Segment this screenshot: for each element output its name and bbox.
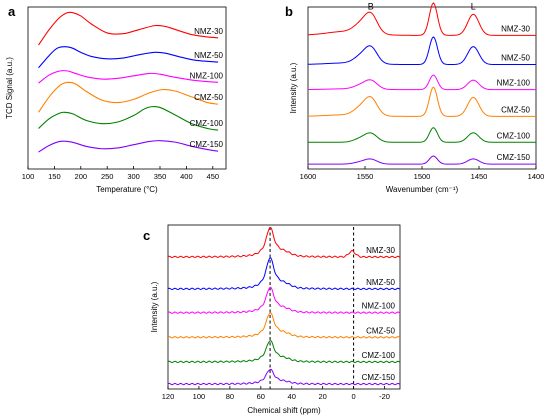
panel-c-xtick-label: 100: [193, 392, 206, 401]
panel-a-series: [38, 11, 219, 153]
panel-c-frame: [167, 224, 401, 390]
panel-b-label-cmz-100: CMZ-100: [497, 131, 531, 140]
panel-b-series: [307, 2, 536, 165]
panel-c-xtick-label: 120: [162, 392, 175, 401]
panel-c-xtick-label: 60: [257, 392, 265, 401]
panel-c-xtick-label: 0: [352, 392, 356, 401]
panel-c-line-nmz-30: [167, 226, 401, 259]
panel-a: a TCD Signal (a.u.) Temperature (°C) 100…: [5, 4, 227, 194]
panel-a-line-cmz-100: [38, 105, 219, 131]
panel-c-xticks: 120 100 80 60 40 20 0 -20: [162, 386, 390, 401]
panel-a-xtick-label: 250: [101, 172, 114, 181]
panel-a-xtick-label: 200: [75, 172, 88, 181]
panel-b-label-nmz-100: NMZ-100: [497, 79, 531, 88]
panel-b-xtick-label: 1550: [357, 172, 374, 181]
panel-a-xticks: 100 150 200 250 300 350 400 450: [22, 166, 219, 181]
panel-a-label-cmz-150: CMZ-150: [190, 140, 224, 149]
panel-a-xtick-label: 150: [48, 172, 61, 181]
panel-b-label-nmz-30: NMZ-30: [501, 24, 530, 33]
panel-c-xtick-label: 80: [226, 392, 234, 401]
panel-c-label-cmz-100: CMZ-100: [362, 351, 396, 360]
panel-a-xtick-label: 100: [22, 172, 35, 181]
panel-b-xtick-label: 1500: [414, 172, 431, 181]
panel-a-series-labels: NMZ-30 NMZ-50 NMZ-100 CMZ-50 CMZ-100 CMZ-150: [190, 27, 224, 149]
panel-b: b Intensity (a.u.) Wavenumber (cm⁻¹) 160…: [285, 1, 545, 194]
panel-c-label-nmz-30: NMZ-30: [366, 246, 395, 255]
panel-b-xticks: 1600 1550 1500 1450 1400: [300, 166, 545, 181]
panel-c-ylabel: Intensity (a.u.): [150, 281, 159, 332]
panel-b-line-cmz-100: [308, 127, 536, 143]
panel-b-line-nmz-30: [307, 2, 536, 36]
panel-c-xtick-label: 40: [288, 392, 296, 401]
panel-c-series-labels: NMZ-30 NMZ-50 NMZ-100 CMZ-50 CMZ-100 CMZ-150: [362, 246, 396, 382]
panel-b-line-nmz-100: [307, 74, 536, 91]
panel-c-line-cmz-50: [167, 312, 401, 339]
panel-a-xtick-label: 350: [154, 172, 167, 181]
panel-b-line-cmz-150: [308, 155, 536, 165]
panel-b-xtick-label: 1400: [528, 172, 545, 181]
panel-b-xlabel: Wavenumber (cm⁻¹): [386, 185, 459, 194]
panel-b-label-nmz-50: NMZ-50: [501, 54, 530, 63]
panel-a-label-cmz-100: CMZ-100: [190, 119, 224, 128]
panel-a-frame: [27, 6, 227, 170]
panel-a-label-nmz-30: NMZ-30: [194, 27, 223, 36]
panel-a-line-nmz-100: [38, 70, 219, 84]
panel-b-letter: b: [285, 4, 293, 19]
panel-b-line-cmz-50: [307, 86, 536, 117]
panel-a-line-nmz-30: [38, 11, 219, 46]
panel-c-xtick-label: -20: [379, 392, 390, 401]
panel-c-line-nmz-50: [167, 257, 401, 291]
panel-c-line-cmz-150: [167, 368, 401, 386]
panel-b-series-labels: NMZ-30 NMZ-50 NMZ-100 CMZ-50 CMZ-100 CMZ-150: [497, 24, 531, 162]
panel-c-line-nmz-100: [167, 286, 401, 314]
panel-b-xtick-label: 1600: [300, 172, 317, 181]
panel-a-letter: a: [8, 4, 16, 19]
panel-b-ylabel: Intensity (a.u.): [289, 62, 298, 113]
panel-a-label-nmz-100: NMZ-100: [190, 71, 224, 80]
panel-a-xlabel: Temperature (°C): [96, 185, 158, 194]
panel-c-xtick-label: 20: [318, 392, 326, 401]
panel-c-letter: c: [143, 228, 150, 243]
panel-a-line-cmz-150: [38, 140, 219, 153]
panel-a-label-nmz-50: NMZ-50: [194, 51, 223, 60]
panel-a-xtick-label: 400: [180, 172, 193, 181]
panel-c-line-cmz-100: [167, 340, 401, 364]
panel-c-label-cmz-50: CMZ-50: [366, 326, 395, 335]
panel-a-line-nmz-50: [38, 46, 219, 69]
panel-a-line-cmz-50: [38, 81, 219, 113]
panel-c-label-cmz-150: CMZ-150: [362, 373, 396, 382]
panel-c-xlabel: Chemical shift (ppm): [247, 406, 321, 415]
panel-c-label-nmz-50: NMZ-50: [366, 278, 395, 287]
panel-a-xtick-label: 300: [127, 172, 140, 181]
panel-a-label-cmz-50: CMZ-50: [194, 93, 223, 102]
panel-b-label-cmz-50: CMZ-50: [501, 105, 530, 114]
panel-a-xtick-label: 450: [207, 172, 220, 181]
panel-b-line-nmz-50: [307, 36, 536, 66]
panel-b-annotation-b: B: [368, 2, 374, 12]
panel-b-xtick-label: 1450: [471, 172, 488, 181]
panel-c-label-nmz-100: NMZ-100: [362, 302, 396, 311]
panel-b-annotation-l: L: [471, 1, 476, 11]
panel-b-annotations: BB+LL: [368, 1, 476, 12]
panel-b-label-cmz-150: CMZ-150: [497, 153, 531, 162]
panel-c-series: [167, 226, 401, 386]
panel-c-reference-lines: [269, 227, 355, 389]
panel-a-ylabel: TCD Signal (a.u.): [5, 57, 14, 119]
panel-c: c Intensity (a.u.) Chemical shift (ppm) …: [143, 224, 401, 415]
